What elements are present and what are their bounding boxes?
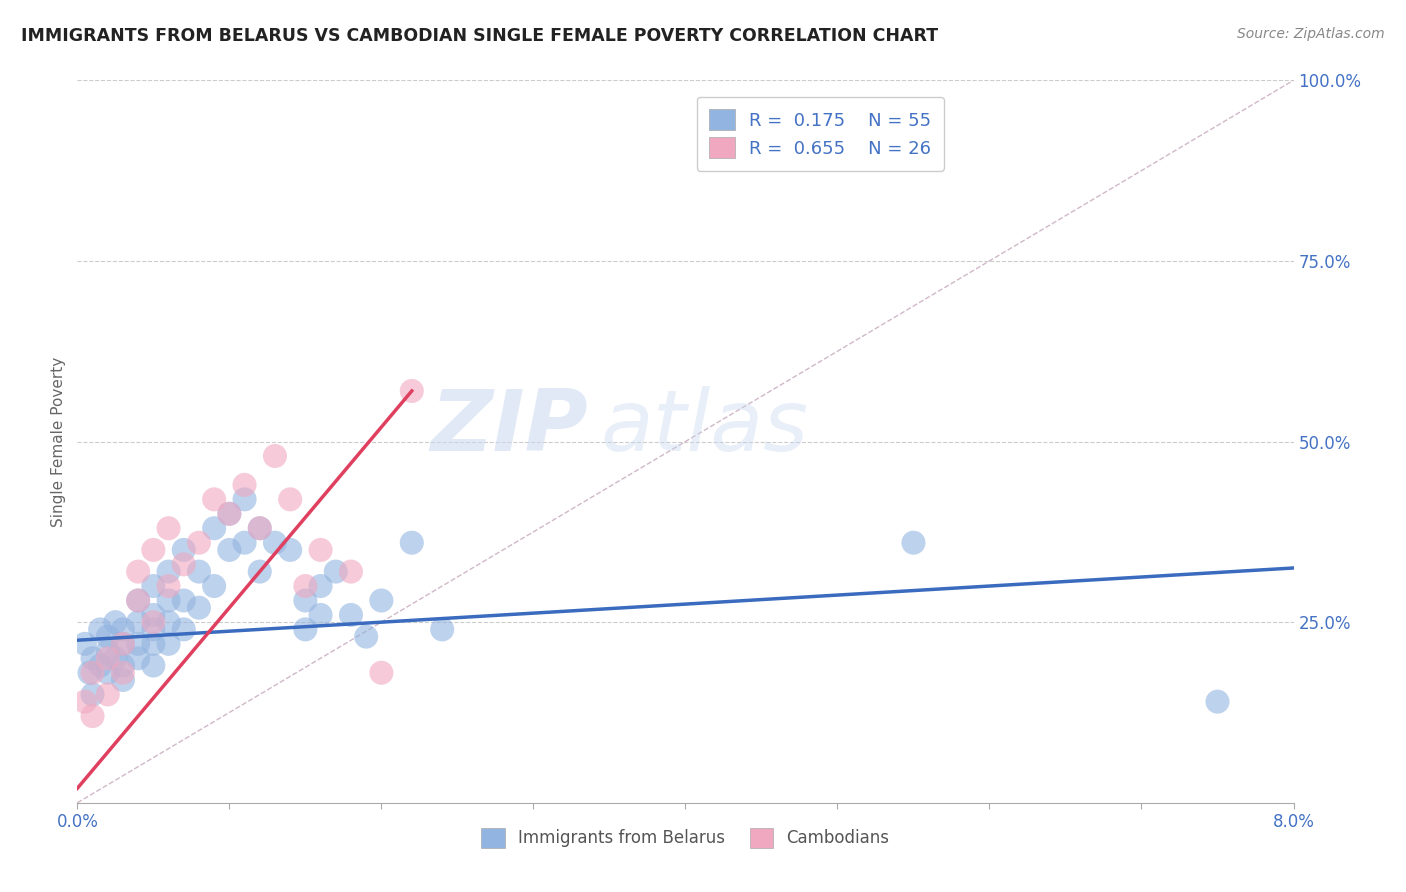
Point [188, 535, 211, 549]
Point [82, 665, 104, 680]
Point [294, 579, 316, 593]
Point [127, 615, 149, 630]
Point [264, 449, 287, 463]
Point [142, 623, 165, 637]
Point [249, 521, 271, 535]
Point [173, 558, 195, 572]
Point [249, 565, 271, 579]
Point [111, 665, 134, 680]
Point [142, 615, 165, 630]
Point [79, 665, 101, 680]
Point [142, 637, 165, 651]
Point [249, 521, 271, 535]
Point [294, 593, 316, 607]
Point [73, 637, 96, 651]
Point [173, 542, 195, 557]
Point [157, 579, 180, 593]
Point [142, 658, 165, 673]
Point [278, 542, 301, 557]
Point [111, 637, 134, 651]
Point [218, 507, 240, 521]
Point [202, 492, 225, 507]
Legend: Immigrants from Belarus, Cambodians: Immigrants from Belarus, Cambodians [472, 820, 898, 856]
Point [89, 658, 111, 673]
Point [430, 623, 453, 637]
Point [104, 615, 127, 630]
Point [127, 593, 149, 607]
Point [233, 492, 256, 507]
Point [173, 623, 195, 637]
Point [202, 521, 225, 535]
Point [142, 607, 165, 622]
Point [278, 492, 301, 507]
Point [97, 644, 120, 658]
Point [370, 593, 392, 607]
Point [157, 521, 180, 535]
Point [111, 623, 134, 637]
Point [354, 630, 377, 644]
Point [97, 651, 120, 665]
Text: Source: ZipAtlas.com: Source: ZipAtlas.com [1237, 27, 1385, 41]
Point [325, 565, 347, 579]
Point [264, 535, 287, 549]
Point [218, 507, 240, 521]
Point [218, 542, 240, 557]
Point [157, 565, 180, 579]
Point [127, 565, 149, 579]
Point [127, 593, 149, 607]
Point [233, 478, 256, 492]
Point [401, 384, 423, 398]
Point [97, 665, 120, 680]
Point [173, 593, 195, 607]
Text: IMMIGRANTS FROM BELARUS VS CAMBODIAN SINGLE FEMALE POVERTY CORRELATION CHART: IMMIGRANTS FROM BELARUS VS CAMBODIAN SIN… [21, 27, 938, 45]
Point [157, 637, 180, 651]
Point [104, 651, 127, 665]
Point [903, 535, 925, 549]
Point [309, 607, 332, 622]
Point [370, 665, 392, 680]
Point [401, 535, 423, 549]
Point [111, 658, 134, 673]
Point [202, 579, 225, 593]
Text: atlas: atlas [600, 385, 808, 468]
Y-axis label: Single Female Poverty: Single Female Poverty [51, 357, 66, 526]
Point [82, 651, 104, 665]
Point [111, 637, 134, 651]
Point [97, 687, 120, 701]
Point [188, 565, 211, 579]
Point [1206, 695, 1229, 709]
Point [309, 579, 332, 593]
Point [82, 709, 104, 723]
Point [157, 593, 180, 607]
Point [340, 565, 363, 579]
Point [294, 623, 316, 637]
Point [89, 623, 111, 637]
Point [233, 535, 256, 549]
Point [157, 615, 180, 630]
Text: ZIP: ZIP [430, 385, 588, 468]
Point [309, 542, 332, 557]
Point [82, 687, 104, 701]
Point [340, 607, 363, 622]
Point [111, 673, 134, 687]
Point [142, 579, 165, 593]
Point [97, 630, 120, 644]
Point [188, 600, 211, 615]
Point [73, 695, 96, 709]
Point [127, 637, 149, 651]
Point [127, 651, 149, 665]
Point [142, 542, 165, 557]
